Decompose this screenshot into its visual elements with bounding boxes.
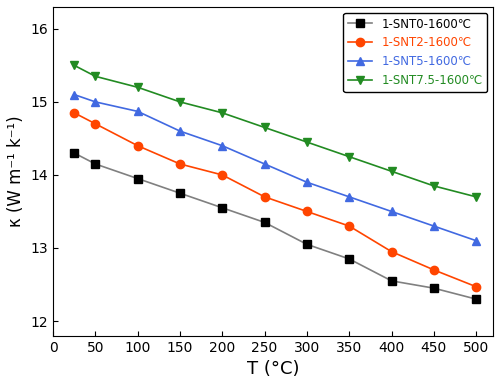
1-SNT5-1600℃ (72, 92, 78, 97)
1-SNT0-1600℃ (388, 278, 394, 283)
1-SNT7.5-1600℃ (262, 125, 268, 130)
1-SNT7.5-1600℃ (72, 63, 78, 68)
1-SNT7.5-1600℃ (431, 184, 437, 188)
1-SNT7.5-1600℃ (92, 74, 98, 79)
1-SNT2-1600℃ (92, 122, 98, 126)
1-SNT7.5-1600℃ (346, 154, 352, 159)
1-SNT5-1600℃ (388, 209, 394, 214)
1-SNT5-1600℃ (134, 109, 140, 114)
Line: 1-SNT7.5-1600℃: 1-SNT7.5-1600℃ (70, 61, 480, 201)
Legend: 1-SNT0-1600℃, 1-SNT2-1600℃, 1-SNT5-1600℃, 1-SNT7.5-1600℃: 1-SNT0-1600℃, 1-SNT2-1600℃, 1-SNT5-1600℃… (344, 13, 487, 92)
1-SNT5-1600℃ (473, 238, 479, 243)
1-SNT0-1600℃ (346, 257, 352, 261)
1-SNT0-1600℃ (72, 151, 78, 155)
1-SNT5-1600℃ (304, 180, 310, 184)
1-SNT0-1600℃ (262, 220, 268, 225)
1-SNT7.5-1600℃ (134, 85, 140, 90)
1-SNT0-1600℃ (431, 286, 437, 290)
1-SNT5-1600℃ (177, 129, 183, 134)
1-SNT2-1600℃ (431, 268, 437, 272)
1-SNT5-1600℃ (346, 194, 352, 199)
Line: 1-SNT5-1600℃: 1-SNT5-1600℃ (70, 90, 480, 245)
1-SNT2-1600℃ (177, 162, 183, 166)
1-SNT5-1600℃ (262, 162, 268, 166)
1-SNT7.5-1600℃ (388, 169, 394, 174)
1-SNT5-1600℃ (220, 144, 226, 148)
X-axis label: T (°C): T (°C) (247, 360, 300, 378)
1-SNT7.5-1600℃ (220, 110, 226, 115)
1-SNT7.5-1600℃ (304, 140, 310, 144)
1-SNT0-1600℃ (134, 176, 140, 181)
Line: 1-SNT0-1600℃: 1-SNT0-1600℃ (70, 149, 480, 303)
1-SNT2-1600℃ (304, 209, 310, 214)
1-SNT7.5-1600℃ (177, 100, 183, 104)
1-SNT0-1600℃ (92, 162, 98, 166)
1-SNT0-1600℃ (177, 191, 183, 196)
1-SNT2-1600℃ (388, 249, 394, 254)
1-SNT7.5-1600℃ (473, 194, 479, 199)
1-SNT2-1600℃ (134, 144, 140, 148)
1-SNT2-1600℃ (220, 172, 226, 177)
Y-axis label: κ (W m⁻¹ k⁻¹): κ (W m⁻¹ k⁻¹) (7, 116, 25, 227)
Line: 1-SNT2-1600℃: 1-SNT2-1600℃ (70, 109, 480, 291)
1-SNT2-1600℃ (346, 224, 352, 228)
1-SNT2-1600℃ (262, 194, 268, 199)
1-SNT0-1600℃ (220, 206, 226, 210)
1-SNT5-1600℃ (92, 100, 98, 104)
1-SNT0-1600℃ (473, 297, 479, 301)
1-SNT0-1600℃ (304, 242, 310, 247)
1-SNT2-1600℃ (72, 110, 78, 115)
1-SNT5-1600℃ (431, 224, 437, 228)
1-SNT2-1600℃ (473, 285, 479, 289)
